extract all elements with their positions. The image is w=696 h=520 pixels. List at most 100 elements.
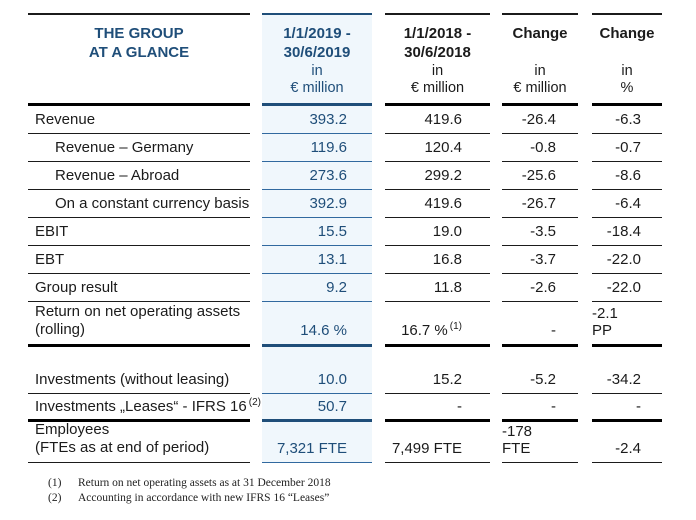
value-2018: 7,499 FTE — [385, 422, 490, 463]
value-2018: 19.0 — [385, 218, 490, 246]
value-change-pct: -8.6 — [592, 162, 662, 190]
value-change-pct: -0.7 — [592, 134, 662, 162]
col-2019-period-line2: 30/6/2019 — [283, 44, 351, 61]
value-change-pct: -6.4 — [592, 190, 662, 218]
col-2019-unit-prefix: in — [311, 63, 323, 79]
row-label: Revenue – Abroad — [28, 162, 250, 190]
value-2019: 14.6 % — [262, 302, 372, 347]
value-2018: 16.7 % (1) — [385, 302, 490, 347]
row-label-line2: (rolling) — [35, 321, 86, 338]
value-change-eur: -26.7 — [502, 190, 578, 218]
col-change-pct-unit: % — [620, 80, 634, 96]
value-2018: 419.6 — [385, 190, 490, 218]
value-change-pct: -2.4 — [592, 422, 662, 463]
table-header-row: THE GROUP AT A GLANCE 1/1/2019 - 30/6/20… — [0, 13, 696, 106]
row-label: EBIT — [28, 218, 250, 246]
value-change-eur: -3.5 — [502, 218, 578, 246]
table-row-constant-currency: On a constant currency basis 392.9 419.6… — [0, 190, 696, 218]
value-2019: 392.9 — [262, 190, 372, 218]
col-2018-unit-prefix: in — [431, 63, 444, 79]
table-row-ebit: EBIT 15.5 19.0 -3.5 -18.4 — [0, 218, 696, 246]
value-change-eur: -178 FTE — [502, 422, 578, 463]
col-2019-unit: € million — [290, 80, 344, 96]
value-change-eur: -2.6 — [502, 274, 578, 302]
value-2019: 393.2 — [262, 106, 372, 134]
row-label: EBT — [28, 246, 250, 274]
footnote-2-marker: (2) — [48, 492, 62, 504]
value-2018: 120.4 — [385, 134, 490, 162]
footnote-1-marker: (1) — [48, 477, 62, 489]
row-label: Investments (without leasing) — [28, 366, 250, 394]
value-change-eur: -5.2 — [502, 366, 578, 394]
row-label: Investments „Leases“ - IFRS 16 (2) — [28, 394, 261, 422]
row-label: Employees (FTEs as at end of period) — [28, 421, 250, 463]
table-row-group-result: Group result 9.2 11.8 -2.6 -22.0 — [0, 274, 696, 302]
value-2018: 299.2 — [385, 162, 490, 190]
value-2018: 16.8 — [385, 246, 490, 274]
col-2018-unit: € million — [410, 80, 465, 96]
header-col-2019: 1/1/2019 - 30/6/2019 in € million — [262, 13, 372, 106]
value-2019: 7,321 FTE — [262, 422, 372, 463]
col-2019-period-line1: 1/1/2019 - — [283, 25, 351, 42]
column-2019-highlight — [262, 13, 372, 463]
header-group-title: THE GROUP AT A GLANCE — [28, 13, 250, 106]
value-change-pct: -22.0 — [592, 274, 662, 302]
row-label-line1: Return on net operating assets — [35, 303, 241, 320]
value-change-eur: -25.6 — [502, 162, 578, 190]
table-row-investments-leases-ifrs16: Investments „Leases“ - IFRS 16 (2) 50.7 -… — [0, 394, 696, 422]
row-label: On a constant currency basis — [28, 190, 250, 218]
row-label-line1: Employees — [35, 421, 110, 438]
value-2019: 9.2 — [262, 274, 372, 302]
group-title-line1: THE GROUP — [94, 25, 184, 42]
section-spacer — [0, 347, 696, 366]
value-change-eur: -0.8 — [502, 134, 578, 162]
group-title-line2: AT A GLANCE — [88, 44, 190, 61]
table-row-return-on-net-operating-assets: Return on net operating assets (rolling)… — [0, 302, 696, 347]
header-col-2018: 1/1/2018 - 30/6/2018 in € million — [385, 13, 490, 106]
value-change-eur: -26.4 — [502, 106, 578, 134]
value-change-eur: - — [502, 394, 578, 422]
col-change-pct-title: Change — [599, 25, 655, 42]
table-row-investments-without-leasing: Investments (without leasing) 10.0 15.2 … — [0, 366, 696, 394]
footnotes: (1) Return on net operating assets as at… — [48, 476, 696, 506]
footnote-1-text: Return on net operating assets as at 31 … — [78, 477, 331, 489]
value-2018: 11.8 — [385, 274, 490, 302]
group-title: THE GROUP AT A GLANCE — [28, 15, 250, 63]
table-row-revenue: Revenue 393.2 419.6 -26.4 -6.3 — [0, 106, 696, 134]
value-change-eur: -3.7 — [502, 246, 578, 274]
table-row-revenue-abroad: Revenue – Abroad 273.6 299.2 -25.6 -8.6 — [0, 162, 696, 190]
value-2019: 13.1 — [262, 246, 372, 274]
row-label: Revenue — [28, 106, 250, 134]
footnote-ref-1: (1) — [449, 321, 462, 332]
row-label-line2: (FTEs as at end of period) — [35, 439, 210, 456]
footnote-2-text: Accounting in accordance with new IFRS 1… — [78, 492, 330, 504]
value-2019: 50.7 — [262, 394, 372, 422]
col-2018-period-line1: 1/1/2018 - — [403, 25, 472, 42]
col-change-abs-title: Change — [512, 25, 568, 42]
value-2018: - — [385, 394, 490, 422]
col-2018-period-line2: 30/6/2018 — [404, 44, 471, 61]
table-row-ebt: EBT 13.1 16.8 -3.7 -22.0 — [0, 246, 696, 274]
value-2019: 10.0 — [262, 366, 372, 394]
value-change-pct: -34.2 — [592, 366, 662, 394]
value-change-pct: - — [592, 394, 662, 422]
table-row-employees: Employees (FTEs as at end of period) 7,3… — [0, 421, 696, 463]
value-change-pct: -18.4 — [592, 218, 662, 246]
group-at-a-glance-table: THE GROUP AT A GLANCE 1/1/2019 - 30/6/20… — [0, 13, 696, 506]
value-2019: 273.6 — [262, 162, 372, 190]
col-change-abs-unit: € million — [513, 80, 567, 96]
value-change-eur: - — [502, 302, 578, 347]
value-2018: 15.2 — [385, 366, 490, 394]
row-label: Group result — [28, 274, 250, 302]
value-change-pct: -2.1 PP — [592, 302, 662, 347]
footnote-ref-2: (2) — [248, 396, 261, 408]
value-2019: 119.6 — [262, 134, 372, 162]
value-2019: 15.5 — [262, 218, 372, 246]
header-col-change-abs: Change in € million — [502, 13, 578, 106]
footnote-2: (2) Accounting in accordance with new IF… — [48, 491, 696, 506]
value-2018: 419.6 — [385, 106, 490, 134]
col-change-pct-unit-prefix: in — [621, 63, 633, 79]
row-label: Revenue – Germany — [28, 134, 250, 162]
footnote-1: (1) Return on net operating assets as at… — [48, 476, 696, 491]
value-change-pct: -22.0 — [592, 246, 662, 274]
